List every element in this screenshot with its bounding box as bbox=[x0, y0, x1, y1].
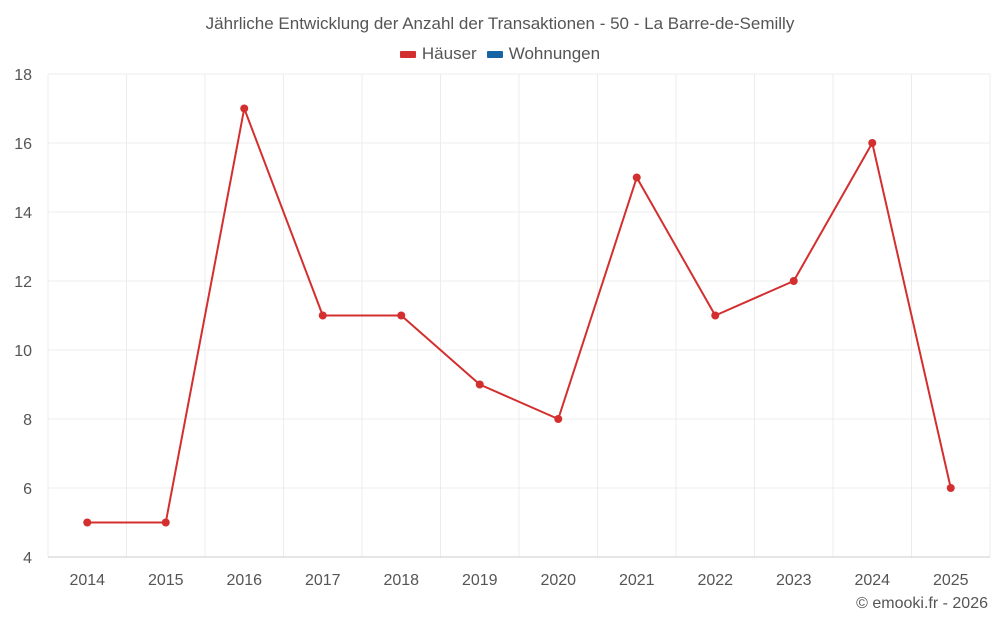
x-tick-label: 2015 bbox=[148, 572, 184, 589]
data-point[interactable] bbox=[240, 104, 249, 113]
y-tick-label: 4 bbox=[23, 550, 32, 567]
data-point[interactable] bbox=[161, 518, 170, 527]
series-line bbox=[87, 107, 952, 524]
data-point[interactable] bbox=[318, 311, 327, 320]
x-tick-label: 2018 bbox=[383, 572, 419, 589]
y-tick-label: 12 bbox=[14, 274, 32, 291]
credit-text: © emooki.fr - 2026 bbox=[856, 595, 988, 612]
y-tick-label: 16 bbox=[14, 136, 32, 153]
x-tick-label: 2014 bbox=[69, 572, 105, 589]
data-point[interactable] bbox=[554, 415, 563, 423]
data-point[interactable] bbox=[397, 311, 406, 320]
y-tick-label: 10 bbox=[14, 343, 32, 360]
chart-title: Jährliche Entwicklung der Anzahl der Tra… bbox=[205, 14, 795, 33]
x-tick-label: 2024 bbox=[854, 572, 890, 589]
x-tick-label: 2025 bbox=[933, 572, 969, 589]
data-point[interactable] bbox=[83, 518, 92, 527]
legend-swatch-haeuser bbox=[399, 50, 416, 58]
x-tick-label: 2019 bbox=[462, 572, 498, 589]
data-point[interactable] bbox=[946, 484, 955, 492]
data-point[interactable] bbox=[868, 139, 877, 147]
x-tick-label: 2016 bbox=[226, 572, 262, 589]
legend-item-wohnungen[interactable]: Wohnungen bbox=[486, 44, 601, 64]
x-tick-label: 2021 bbox=[619, 572, 655, 589]
data-point[interactable] bbox=[711, 311, 720, 320]
data-point[interactable] bbox=[475, 380, 484, 389]
y-tick-label: 14 bbox=[14, 205, 32, 222]
legend-label-wohnungen: Wohnungen bbox=[508, 44, 601, 63]
data-point[interactable] bbox=[789, 277, 798, 285]
x-tick-label: 2022 bbox=[697, 572, 733, 589]
x-tick-label: 2023 bbox=[776, 572, 812, 589]
x-tick-label: 2017 bbox=[305, 572, 341, 589]
data-point[interactable] bbox=[632, 173, 641, 182]
legend-item-haeuser[interactable]: Häuser bbox=[399, 44, 477, 64]
legend-label-haeuser: Häuser bbox=[421, 44, 477, 63]
legend-swatch-wohnungen bbox=[486, 50, 503, 58]
legend: Häuser Wohnungen bbox=[0, 44, 1000, 64]
y-tick-label: 8 bbox=[23, 412, 32, 429]
y-tick-label: 18 bbox=[14, 67, 32, 84]
x-tick-label: 2020 bbox=[540, 572, 576, 589]
y-tick-label: 6 bbox=[23, 481, 32, 498]
